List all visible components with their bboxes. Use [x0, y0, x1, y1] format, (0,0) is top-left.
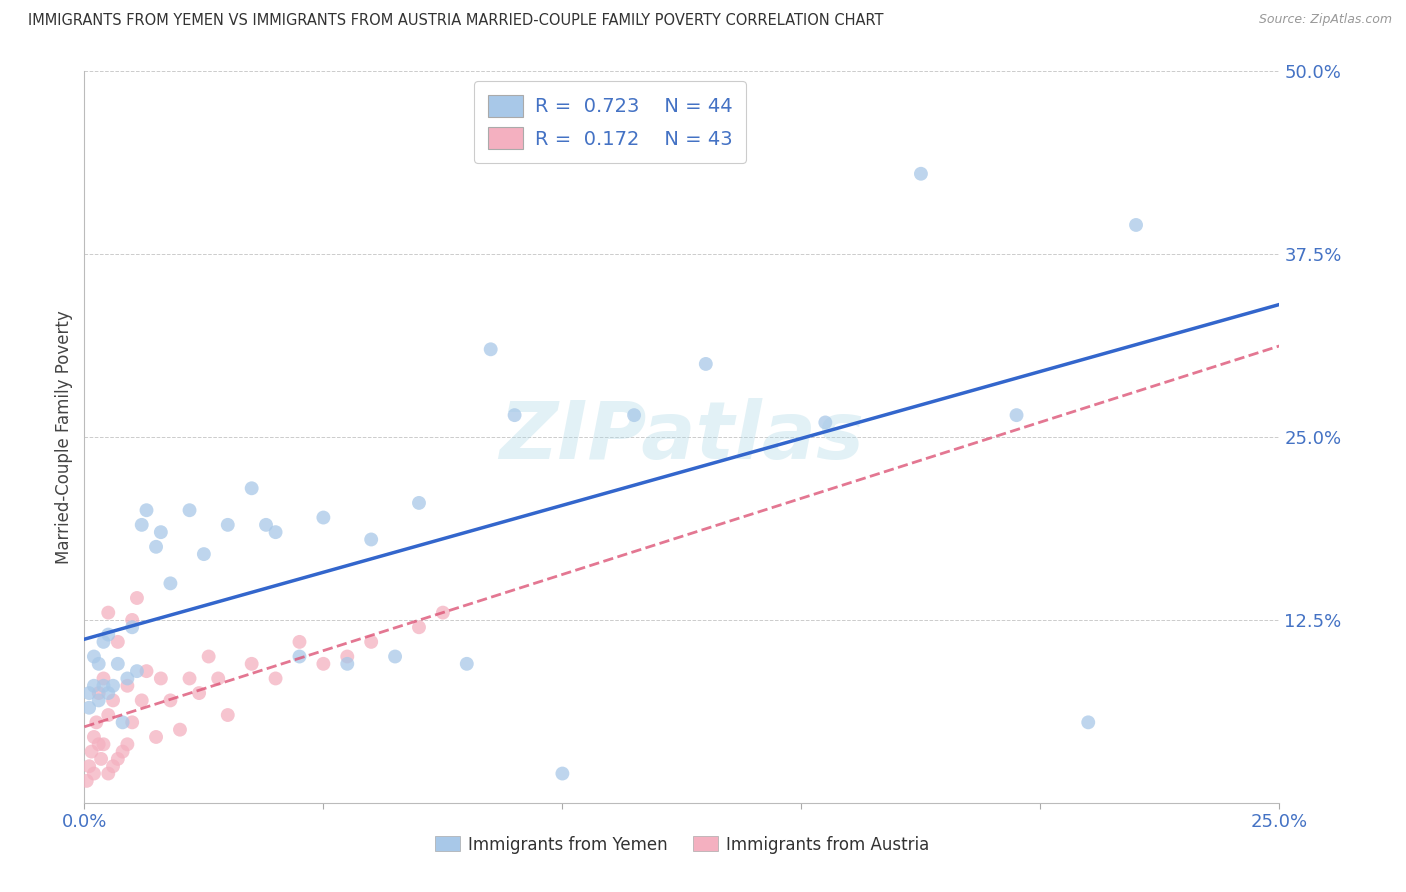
Point: [169, 723, 191, 737]
Point: [87, 686, 110, 700]
Point: [76, 773, 98, 788]
Point: [145, 730, 167, 744]
Point: [121, 613, 143, 627]
Point: [117, 679, 139, 693]
Point: [312, 510, 335, 524]
Point: [97, 708, 120, 723]
Point: [408, 620, 430, 634]
Point: [125, 664, 148, 678]
Point: [551, 766, 574, 780]
Point: [159, 576, 181, 591]
Point: [97, 627, 120, 641]
Point: [408, 496, 430, 510]
Point: [111, 715, 134, 730]
Point: [107, 752, 129, 766]
Point: [217, 708, 239, 723]
Point: [264, 525, 287, 540]
Point: [149, 525, 172, 540]
Point: [695, 357, 717, 371]
Point: [107, 657, 129, 671]
Point: [87, 693, 110, 707]
Point: [240, 481, 263, 495]
Point: [336, 649, 359, 664]
Point: [77, 759, 100, 773]
Point: [87, 737, 110, 751]
Point: [360, 635, 382, 649]
Point: [264, 672, 287, 686]
Point: [197, 649, 219, 664]
Point: [87, 657, 110, 671]
Point: [93, 635, 115, 649]
Point: [77, 700, 100, 714]
Point: [121, 620, 143, 634]
Point: [80, 745, 103, 759]
Point: [159, 693, 181, 707]
Point: [149, 672, 172, 686]
Point: [111, 745, 134, 759]
Point: [117, 672, 139, 686]
Text: ZIPatlas: ZIPatlas: [499, 398, 865, 476]
Point: [188, 686, 211, 700]
Point: [86, 715, 108, 730]
Point: [93, 679, 115, 693]
Point: [97, 686, 120, 700]
Point: [503, 408, 526, 422]
Point: [117, 737, 139, 751]
Point: [254, 517, 277, 532]
Point: [1077, 715, 1099, 730]
Point: [814, 416, 837, 430]
Legend: Immigrants from Yemen, Immigrants from Austria: Immigrants from Yemen, Immigrants from A…: [427, 829, 936, 860]
Point: [288, 649, 311, 664]
Point: [131, 517, 153, 532]
Point: [93, 737, 115, 751]
Point: [479, 343, 502, 357]
Point: [432, 606, 454, 620]
Point: [77, 686, 100, 700]
Point: [90, 752, 112, 766]
Point: [288, 635, 311, 649]
Point: [131, 693, 153, 707]
Point: [83, 766, 105, 780]
Point: [135, 503, 157, 517]
Point: [384, 649, 406, 664]
Point: [101, 679, 124, 693]
Point: [179, 672, 201, 686]
Point: [1005, 408, 1028, 422]
Point: [83, 649, 105, 664]
Y-axis label: Married-Couple Family Poverty: Married-Couple Family Poverty: [55, 310, 73, 564]
Point: [107, 635, 129, 649]
Point: [97, 766, 120, 780]
Point: [623, 408, 645, 422]
Point: [125, 591, 148, 605]
Point: [207, 672, 229, 686]
Point: [312, 657, 335, 671]
Point: [135, 664, 157, 678]
Point: [83, 679, 105, 693]
Text: Source: ZipAtlas.com: Source: ZipAtlas.com: [1258, 13, 1392, 27]
Point: [145, 540, 167, 554]
Point: [193, 547, 215, 561]
Point: [360, 533, 382, 547]
Point: [217, 517, 239, 532]
Point: [240, 657, 263, 671]
Point: [97, 606, 120, 620]
Point: [1125, 218, 1147, 232]
Point: [456, 657, 478, 671]
Point: [101, 693, 124, 707]
Point: [910, 167, 932, 181]
Point: [336, 657, 359, 671]
Text: IMMIGRANTS FROM YEMEN VS IMMIGRANTS FROM AUSTRIA MARRIED-COUPLE FAMILY POVERTY C: IMMIGRANTS FROM YEMEN VS IMMIGRANTS FROM…: [28, 13, 883, 29]
Point: [179, 503, 201, 517]
Point: [93, 672, 115, 686]
Point: [121, 715, 143, 730]
Point: [101, 759, 124, 773]
Point: [83, 730, 105, 744]
